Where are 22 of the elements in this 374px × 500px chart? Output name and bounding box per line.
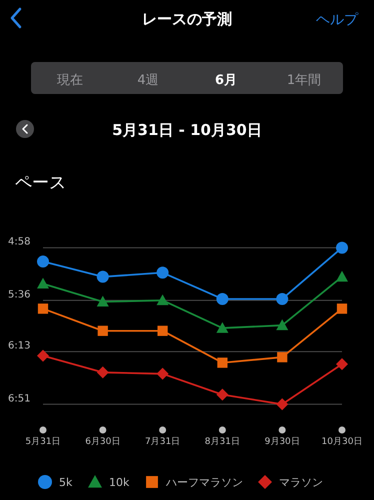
legend-label: マラソン: [279, 476, 323, 489]
x-tick-label: 7月31日: [145, 437, 180, 447]
x-tick-label: 10月30日: [322, 437, 362, 447]
text: 現在: [57, 73, 83, 88]
chart-title: ペース: [15, 173, 66, 193]
chart-subtitle: 5月31日 - 10月30日: [112, 121, 262, 139]
text: 4週: [137, 73, 159, 88]
legend-label: 5k: [59, 476, 73, 489]
y-tick-label: 4:58: [8, 236, 30, 248]
text: ヘルプ: [316, 12, 359, 28]
y-tick-label: 6:13: [8, 340, 30, 352]
legend-label: 10k: [109, 476, 130, 489]
legend-label: ハーフマラソン: [165, 476, 243, 489]
x-tick-label: 9月30日: [264, 437, 300, 447]
y-tick-label: 6:51: [8, 393, 30, 404]
text: レースの予測: [142, 10, 232, 28]
y-tick-label: 5:36: [8, 289, 30, 300]
x-tick-label: 8月31日: [204, 437, 240, 447]
text: 1年間: [286, 73, 322, 88]
x-tick-label: 5月31日: [25, 437, 61, 447]
text: 6月: [214, 73, 238, 88]
x-tick-label: 6月30日: [85, 437, 120, 447]
